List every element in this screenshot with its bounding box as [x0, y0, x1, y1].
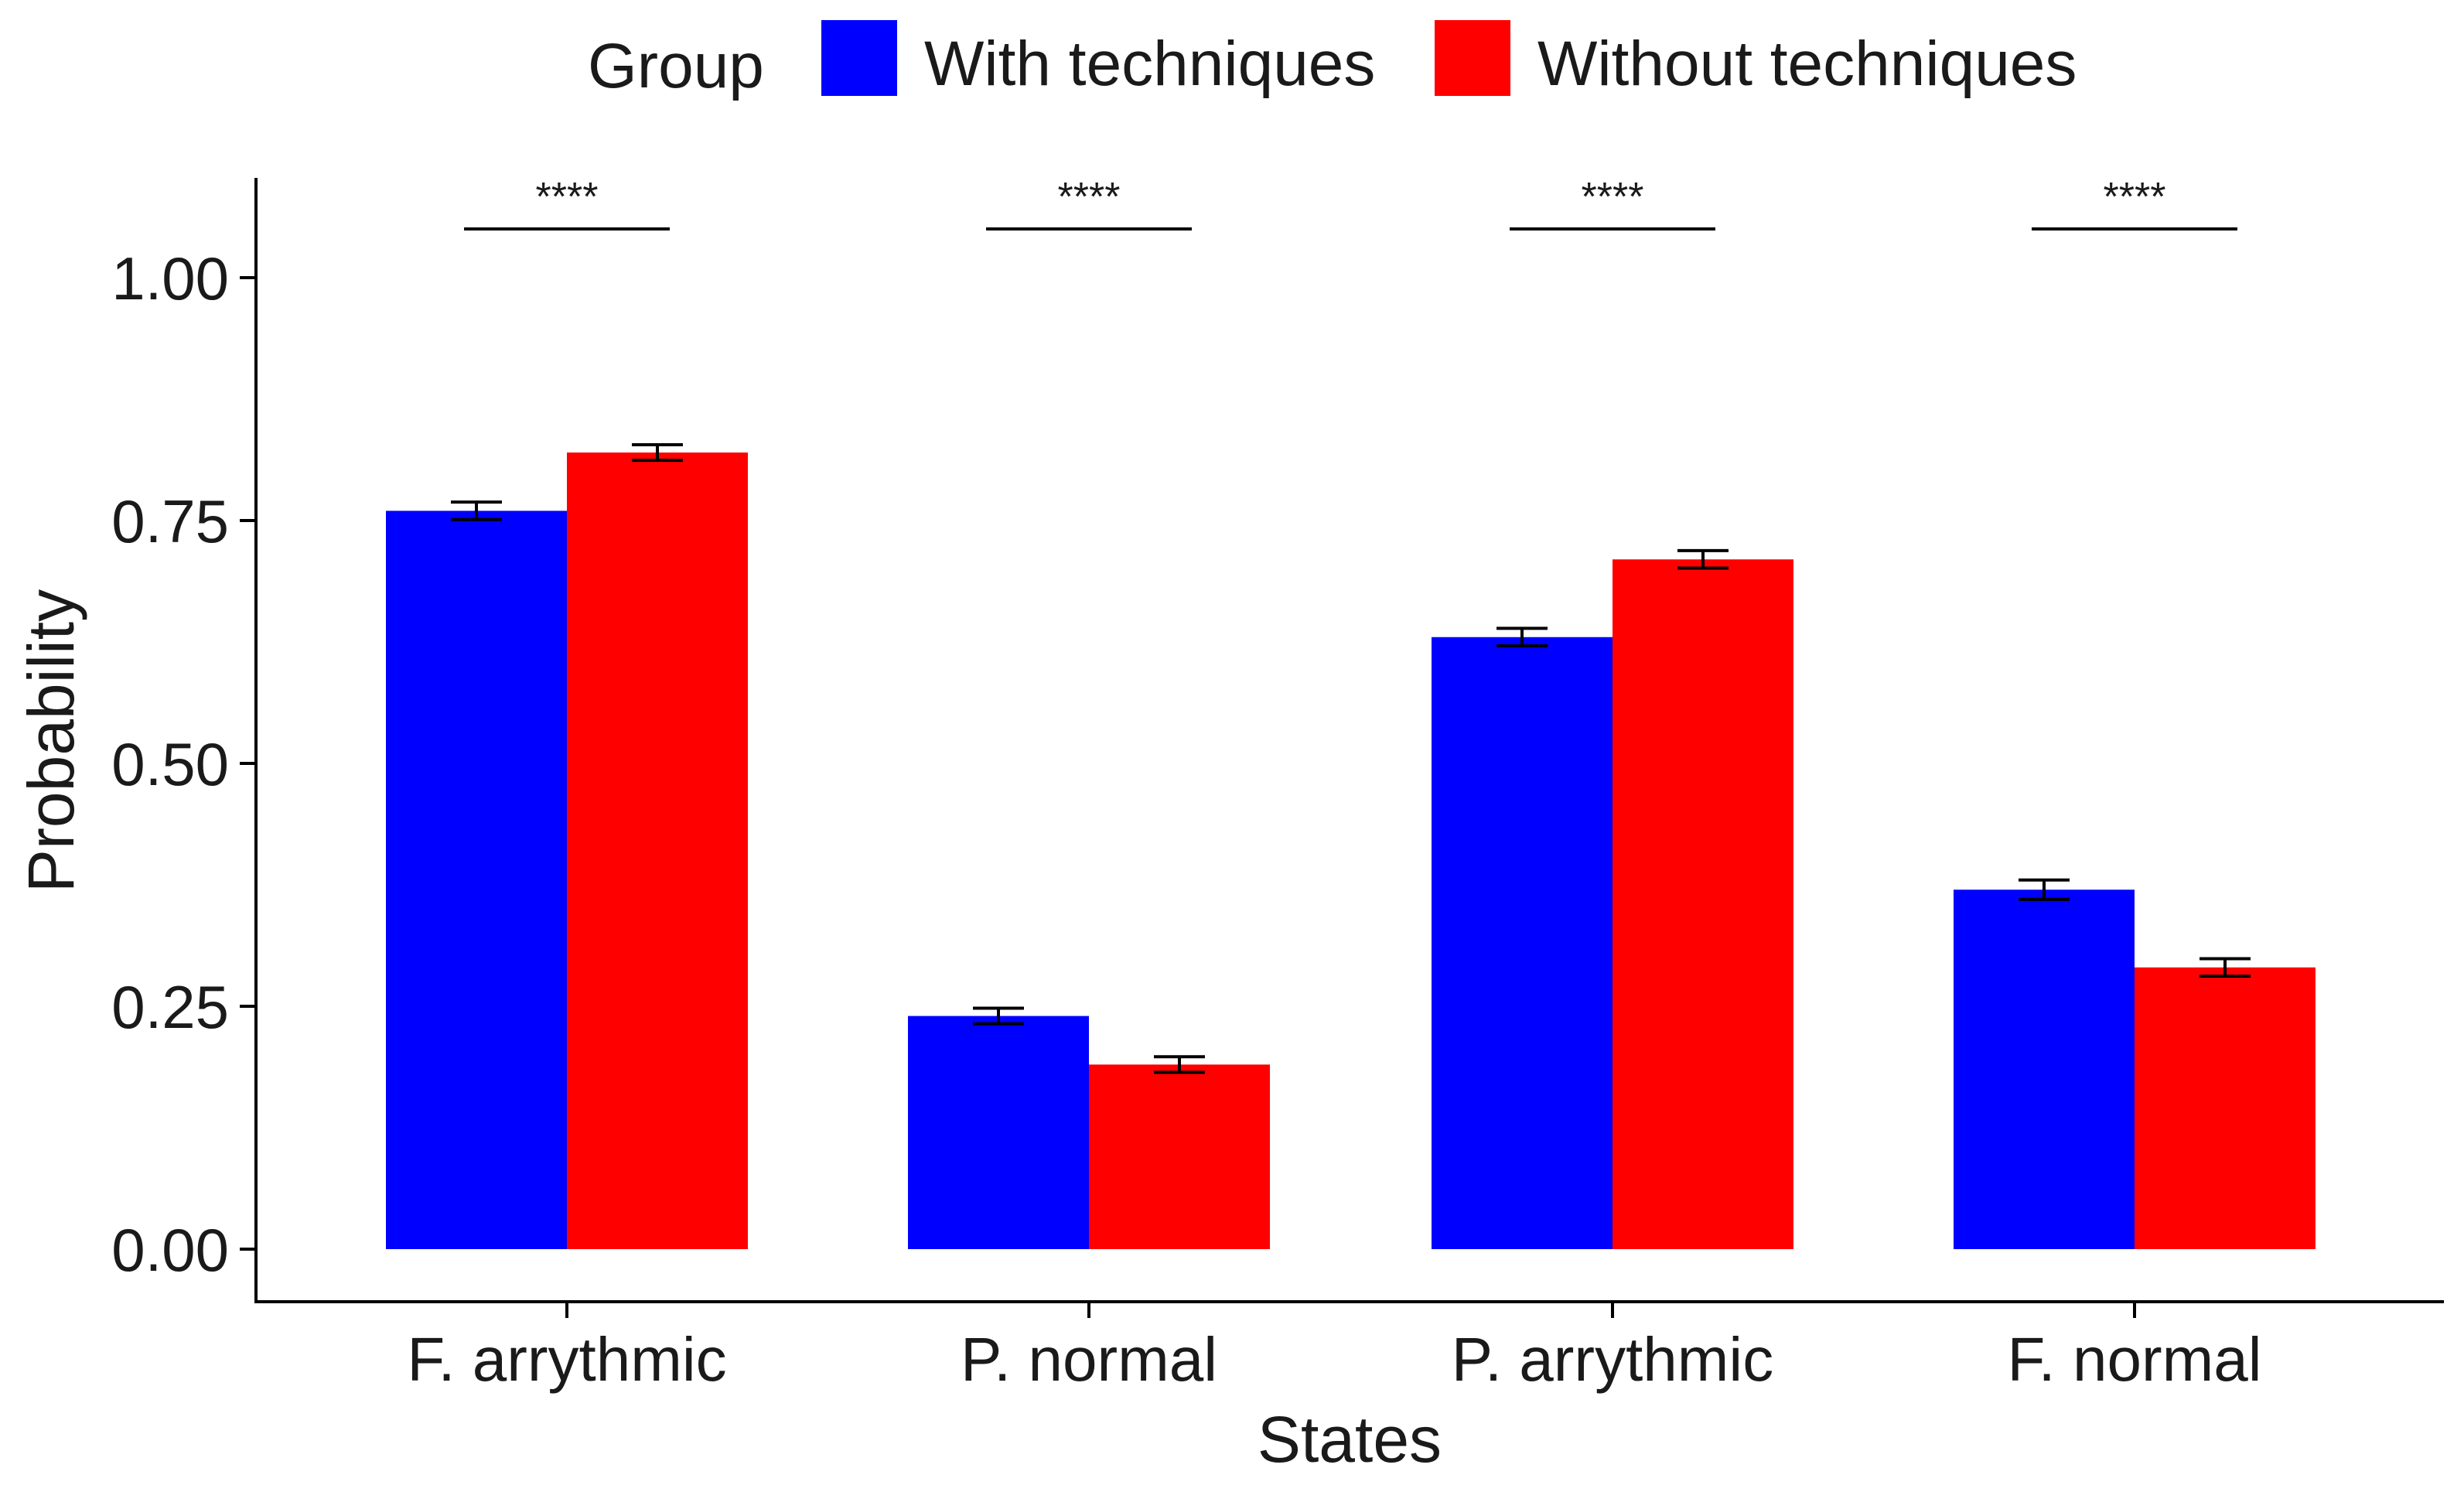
legend-label-without-techniques: Without techniques: [1537, 29, 2077, 99]
y-axis-title: Probability: [15, 589, 87, 893]
significance-label: ****: [2104, 175, 2166, 220]
bar-without-techniques: [2135, 967, 2316, 1249]
bar-without-techniques: [567, 452, 748, 1249]
y-tick-label: 0.00: [111, 1216, 229, 1284]
legend-swatch-with-techniques: [821, 20, 897, 96]
y-tick-label: 0.50: [111, 730, 229, 798]
significance-label: ****: [1058, 175, 1121, 220]
bar-without-techniques: [1613, 559, 1793, 1249]
bar-with-techniques: [908, 1016, 1089, 1249]
legend-title: Group: [588, 31, 764, 101]
significance-brackets: **** **** **** ****: [464, 175, 2237, 230]
x-tick-label: P. normal: [961, 1325, 1217, 1394]
legend-swatch-without-techniques: [1435, 20, 1510, 96]
significance-label: ****: [1582, 175, 1644, 220]
bar-with-techniques: [386, 510, 567, 1249]
y-tick-label: 1.00: [111, 244, 229, 312]
x-tick-label: P. arrythmic: [1452, 1325, 1773, 1394]
x-axis-title: States: [1258, 1403, 1442, 1476]
bar-without-techniques: [1089, 1064, 1270, 1249]
y-axis-ticks: 0.00 0.25 0.50 0.75 1.00: [111, 244, 256, 1284]
bars: [386, 452, 2316, 1249]
y-tick-label: 0.75: [111, 487, 229, 555]
legend: Group With techniques Without techniques: [588, 20, 2077, 101]
x-tick-label: F. arrythmic: [407, 1325, 726, 1394]
legend-label-with-techniques: With techniques: [924, 29, 1375, 99]
bar-with-techniques: [1432, 637, 1613, 1249]
significance-label: ****: [536, 175, 599, 220]
x-tick-label: F. normal: [2008, 1325, 2262, 1394]
y-tick-label: 0.25: [111, 973, 229, 1041]
error-bars: [451, 443, 2251, 1074]
bar-with-techniques: [1954, 889, 2135, 1249]
x-axis-ticks: F. arrythmic P. normal P. arrythmic F. norm…: [407, 1302, 2261, 1394]
